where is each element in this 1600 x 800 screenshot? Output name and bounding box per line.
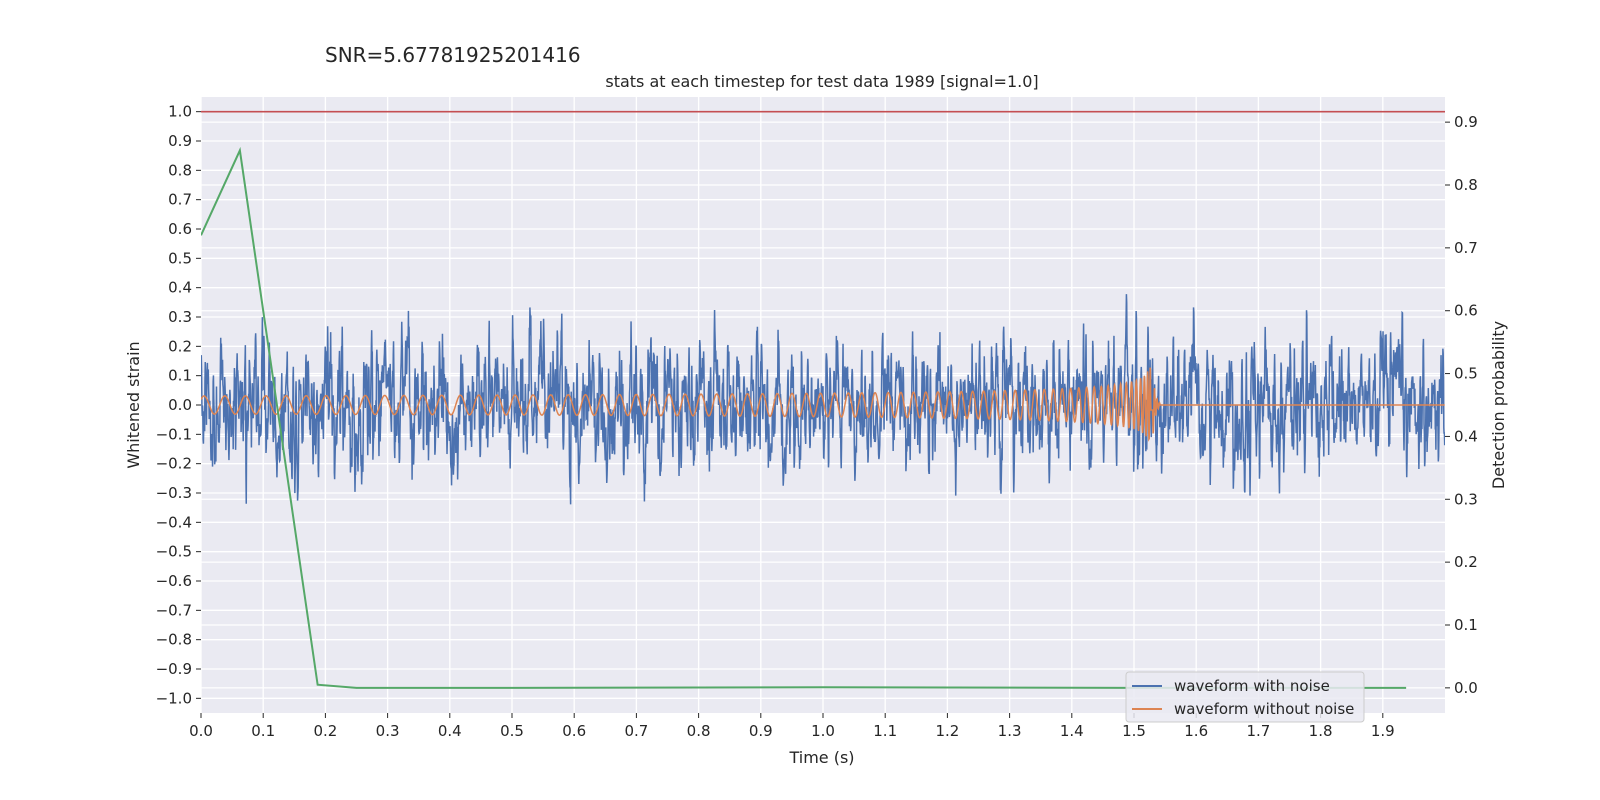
x-axis-ticks: 0.0 0.1 0.2 0.3 0.4 0.5 0.6 0.7 0.8 0.9 1.0 1.1 1.2 1…: [189, 713, 1395, 740]
x-tick-label: 1.8: [1309, 722, 1333, 740]
y2-tick-label: 0.4: [1454, 427, 1478, 445]
y-tick-label: 0.3: [168, 308, 192, 326]
x-tick-label: 0.5: [500, 722, 524, 740]
legend-box: [1125, 671, 1365, 723]
x-tick-label: 0.0: [189, 722, 213, 740]
y-tick-label: 0.5: [168, 249, 192, 267]
y-tick-label: −1.0: [156, 689, 192, 707]
y-tick-label: −0.5: [156, 543, 192, 561]
x-tick-label: 1.6: [1184, 722, 1208, 740]
x-tick-label: 0.9: [749, 722, 773, 740]
y-tick-label: 1.0: [168, 103, 192, 121]
y-tick-label: −0.2: [156, 455, 192, 473]
x-tick-label: 0.8: [687, 722, 711, 740]
y-tick-label: −0.1: [156, 425, 192, 443]
legend: waveform with noise waveform without noi…: [1125, 671, 1365, 723]
y-tick-label: 0.9: [168, 132, 192, 150]
y-tick-label: 0.1: [168, 367, 192, 385]
legend-entry-waveform-with-noise: waveform with noise: [1174, 677, 1330, 695]
y-tick-label: 0.8: [168, 161, 192, 179]
y2-tick-label: 0.6: [1454, 302, 1478, 320]
x-tick-label: 0.2: [313, 722, 337, 740]
legend-entry-waveform-without-noise: waveform without noise: [1174, 700, 1354, 718]
y-tick-label: −0.9: [156, 660, 192, 678]
x-tick-label: 1.1: [873, 722, 897, 740]
x-tick-label: 1.7: [1246, 722, 1270, 740]
x-tick-label: 1.0: [811, 722, 835, 740]
y-tick-label: 0.7: [168, 191, 192, 209]
series-waveform-without-noise: [201, 367, 1445, 442]
y-tick-label: −0.6: [156, 572, 192, 590]
y2-tick-label: 0.9: [1454, 113, 1478, 131]
x-tick-label: 0.6: [562, 722, 586, 740]
y2-axis-label: Detection probability: [1489, 321, 1508, 489]
y-tick-label: −0.8: [156, 631, 192, 649]
y-axis-ticks: 1.0 0.9 0.8 0.7 0.6 0.5 0.4 0.3 0.2 0.1 0.0 −0.1 −0.…: [156, 103, 201, 707]
x-axis-label: Time (s): [788, 748, 854, 767]
series-detection-probability: [201, 146, 1407, 689]
y2-tick-label: 0.5: [1454, 365, 1478, 383]
x-tick-label: 1.3: [998, 722, 1022, 740]
x-tick-label: 0.3: [376, 722, 400, 740]
y2-tick-label: 0.8: [1454, 176, 1478, 194]
y-tick-label: 0.4: [168, 279, 192, 297]
y-axis-label: Whitened strain: [124, 341, 143, 468]
snr-suptitle: SNR=5.67781925201416: [325, 43, 581, 67]
y-tick-label: 0.2: [168, 337, 192, 355]
y-tick-label: 0.6: [168, 220, 192, 238]
x-tick-label: 1.4: [1060, 722, 1084, 740]
chart-title: stats at each timestep for test data 198…: [605, 72, 1038, 91]
y2-axis-ticks: 0.9 0.8 0.7 0.6 0.5 0.4 0.3 0.2 0.1 0.0: [1445, 113, 1478, 697]
x-tick-label: 1.9: [1371, 722, 1395, 740]
y-tick-label: −0.3: [156, 484, 192, 502]
y-tick-label: −0.7: [156, 601, 192, 619]
y2-tick-label: 0.1: [1454, 616, 1478, 634]
y-tick-label: −0.4: [156, 513, 192, 531]
x-tick-label: 1.2: [935, 722, 959, 740]
y2-tick-label: 0.3: [1454, 490, 1478, 508]
y2-tick-label: 0.2: [1454, 553, 1478, 571]
x-tick-label: 0.1: [251, 722, 275, 740]
y2-tick-label: 0.0: [1454, 679, 1478, 697]
x-tick-label: 0.7: [624, 722, 648, 740]
y2-tick-label: 0.7: [1454, 239, 1478, 257]
y-tick-label: 0.0: [168, 396, 192, 414]
x-tick-label: 0.4: [438, 722, 462, 740]
x-tick-label: 1.5: [1122, 722, 1146, 740]
